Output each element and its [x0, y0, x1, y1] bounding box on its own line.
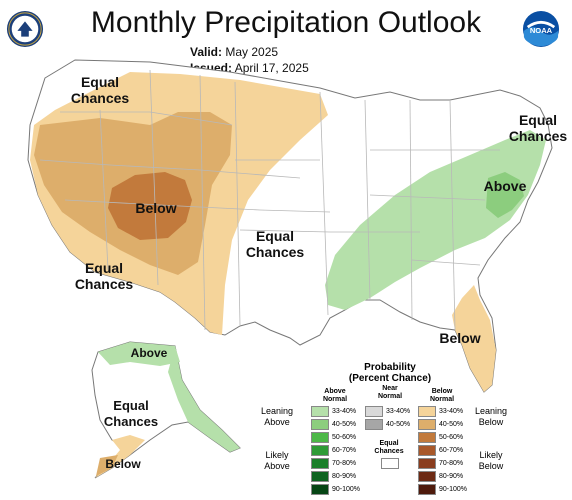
legend-above-range-label: 60-70% [332, 447, 357, 454]
legend-below-swatch [418, 419, 436, 430]
legend-near-range-label: 40-50% [386, 421, 411, 428]
legend-above-swatch [311, 419, 329, 430]
legend-above-swatch [311, 484, 329, 495]
legend-near-row: 33-40% [365, 406, 410, 417]
label-ec-northwest: Equal Chances [70, 74, 130, 106]
legend-below-row: 80-90% [418, 471, 463, 482]
legend-below-range-label: 60-70% [439, 447, 464, 454]
legend-leaning-below: Leaning Below [474, 406, 508, 427]
legend: Probability (Percent Chance) Above Normal … [255, 360, 572, 500]
valid-line: Valid: May 2025 [190, 45, 278, 59]
legend-above-swatch [311, 406, 329, 417]
label-ec-northeast: Equal Chances [508, 112, 568, 144]
legend-col-near: Near Normal [377, 385, 403, 400]
valid-value: May 2025 [225, 45, 279, 59]
legend-below-range-label: 70-80% [439, 460, 464, 467]
above-33-40-alaska-se [168, 346, 240, 452]
above-33-40-east [325, 130, 546, 310]
legend-title: Probability (Percent Chance) [348, 362, 432, 384]
below-40-50-alaska [96, 455, 118, 476]
legend-below-range-label: 50-60% [439, 434, 464, 441]
label-below-florida: Below [439, 330, 481, 346]
legend-likely-below: Likely Below [478, 450, 504, 471]
above-40-50-east [486, 172, 524, 218]
label-above-east: Above [483, 178, 527, 194]
state-lines [39, 69, 500, 331]
legend-leaning-above: Leaning Above [260, 406, 294, 427]
legend-below-swatch [418, 471, 436, 482]
legend-below-row: 60-70% [418, 445, 463, 456]
legend-below-row: 40-50% [418, 419, 463, 430]
legend-below-row: 90-100% [418, 484, 467, 495]
legend-below-row: 50-60% [418, 432, 463, 443]
label-above-alaska: Above [130, 346, 168, 360]
legend-above-range-label: 70-80% [332, 460, 357, 467]
legend-near-swatch [365, 419, 383, 430]
legend-col-below: Below Normal [429, 388, 455, 403]
page-title: Monthly Precipitation Outlook [90, 6, 482, 39]
legend-below-swatch [418, 484, 436, 495]
issued-value: April 17, 2025 [234, 61, 309, 75]
valid-label: Valid: [190, 45, 223, 59]
legend-below-range-label: 40-50% [439, 421, 464, 428]
legend-above-row: 90-100% [311, 484, 360, 495]
label-below-alaska: Below [105, 457, 141, 471]
legend-above-row: 33-40% [311, 406, 356, 417]
legend-above-range-label: 50-60% [332, 434, 357, 441]
legend-above-row: 50-60% [311, 432, 356, 443]
legend-above-row: 40-50% [311, 419, 356, 430]
legend-below-range-label: 33-40% [439, 408, 464, 415]
label-below-west: Below [135, 200, 177, 216]
legend-below-range-label: 80-90% [439, 473, 464, 480]
label-ec-southwest: Equal Chances [74, 260, 134, 292]
below-33-40-florida [452, 285, 496, 392]
legend-near-row: 40-50% [365, 419, 410, 430]
legend-below-row: 33-40% [418, 406, 463, 417]
legend-above-swatch [311, 432, 329, 443]
legend-above-range-label: 40-50% [332, 421, 357, 428]
noaa-logo-icon: NOAA [522, 10, 560, 48]
label-ec-alaska: Equal Chances [103, 398, 159, 429]
legend-near-range-label: 33-40% [386, 408, 411, 415]
legend-below-row: 70-80% [418, 458, 463, 469]
legend-below-swatch [418, 432, 436, 443]
below-50-60-west [108, 172, 192, 240]
legend-below-range-label: 90-100% [439, 486, 468, 493]
legend-above-swatch [311, 445, 329, 456]
legend-likely-above: Likely Above [264, 450, 290, 471]
legend-swatch-equal-chances [381, 458, 399, 469]
legend-below-swatch [418, 458, 436, 469]
legend-below-swatch [418, 406, 436, 417]
legend-equal-chances: Equal Chances [374, 440, 404, 455]
above-33-40-alaska [98, 342, 180, 366]
legend-above-row: 70-80% [311, 458, 356, 469]
svg-text:NOAA: NOAA [530, 26, 553, 35]
legend-above-range-label: 80-90% [332, 473, 357, 480]
legend-col-above: Above Normal [322, 388, 348, 403]
legend-above-range-label: 33-40% [332, 408, 357, 415]
legend-below-swatch [418, 445, 436, 456]
legend-above-row: 80-90% [311, 471, 356, 482]
legend-near-swatch [365, 406, 383, 417]
legend-above-row: 60-70% [311, 445, 356, 456]
legend-above-swatch [311, 471, 329, 482]
label-ec-central: Equal Chances [245, 228, 305, 260]
legend-above-swatch [311, 458, 329, 469]
commerce-seal-icon [6, 10, 44, 48]
legend-above-range-label: 90-100% [332, 486, 361, 493]
